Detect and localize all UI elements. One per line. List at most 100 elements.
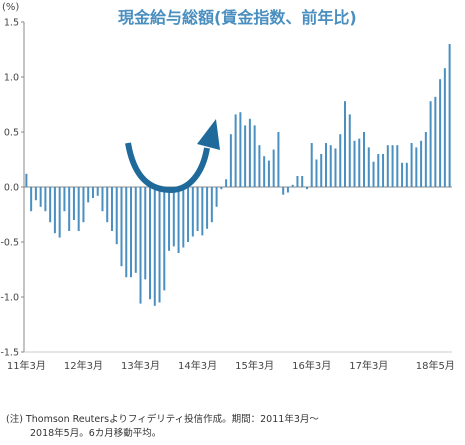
chart-title: 現金給与総額(賃金指数、前年比) (118, 8, 357, 27)
bar (234, 114, 237, 187)
arrow-head (197, 119, 220, 150)
bar (172, 187, 175, 247)
bar (301, 176, 304, 187)
bar (305, 187, 308, 190)
bar (310, 143, 313, 187)
bar (39, 187, 42, 207)
bar (58, 187, 61, 238)
bar (244, 125, 247, 187)
bar (25, 173, 28, 187)
y-tick-label: 0.0 (4, 183, 19, 194)
bar (139, 187, 142, 304)
bar (372, 161, 375, 187)
bar (225, 179, 228, 187)
bar (144, 187, 147, 280)
y-tick-label: -1.5 (0, 348, 19, 359)
bar (120, 187, 123, 267)
bar (401, 162, 404, 187)
y-tick-label: 1.5 (4, 18, 19, 29)
bar (324, 143, 327, 187)
bar (253, 125, 256, 187)
bar (220, 187, 223, 190)
bar (344, 101, 346, 187)
bar (196, 187, 199, 231)
bar (248, 118, 251, 187)
bar (443, 68, 446, 187)
bar (448, 44, 451, 187)
bar (91, 187, 94, 198)
bar (149, 187, 152, 300)
bar (106, 187, 109, 223)
bar (320, 154, 323, 187)
bar (272, 149, 275, 187)
bar (258, 145, 261, 187)
bar (296, 176, 299, 187)
bar (49, 187, 52, 223)
bar (424, 132, 427, 187)
x-tick-label: 16年3月 (292, 359, 331, 372)
bar (358, 138, 361, 187)
bar (134, 187, 137, 273)
bar (77, 187, 80, 231)
bar (34, 187, 37, 201)
bar (153, 187, 156, 306)
bar (353, 140, 356, 187)
bar (82, 187, 85, 223)
bar (30, 187, 33, 212)
bar (282, 187, 285, 195)
x-tick-label: 18年5月 (416, 359, 455, 372)
bar (177, 187, 180, 253)
y-tick-label: 0.5 (4, 128, 19, 139)
footnote: (注) Thomson Reutersよりフィデリティ投信作成。期間：2011年… (6, 413, 461, 441)
bar (44, 187, 47, 212)
bar (263, 156, 266, 187)
bar (68, 187, 71, 231)
bar (191, 187, 194, 237)
bar (339, 134, 342, 187)
bar (53, 187, 56, 234)
y-axis-unit-label: (%) (2, 2, 20, 13)
bar (229, 134, 232, 187)
bar (182, 187, 185, 248)
x-tick-label: 13年3月 (121, 359, 160, 372)
y-tick-labels: 1.5 1.0 0.5 0.0 -0.5 -1.0 -1.5 (0, 18, 24, 359)
bar (96, 187, 99, 196)
bar (63, 187, 66, 212)
bar (267, 160, 270, 187)
bar (410, 143, 413, 187)
bar (158, 187, 161, 303)
bar (315, 159, 318, 187)
bar (291, 184, 294, 187)
bar (386, 145, 389, 187)
bar (239, 112, 242, 187)
bar (391, 145, 394, 187)
bar (125, 187, 128, 278)
bar (377, 154, 380, 187)
bar (439, 79, 442, 187)
footnote-line-1: (注) Thomson Reutersよりフィデリティ投信作成。期間：2011年… (6, 414, 319, 425)
bar (415, 147, 418, 187)
y-tick-label: -0.5 (0, 238, 19, 249)
bar (210, 187, 213, 223)
bar (363, 132, 366, 187)
x-tick-label: 14年3月 (178, 359, 217, 372)
bar (72, 187, 75, 220)
bar (206, 187, 209, 229)
bar (115, 187, 118, 245)
bar (334, 148, 337, 187)
y-tick-label: 1.0 (4, 73, 19, 84)
bar (163, 187, 166, 291)
bar (130, 187, 132, 278)
bar (168, 187, 171, 251)
bar (286, 187, 289, 193)
bar (420, 140, 423, 187)
arrow-curve (125, 142, 210, 194)
y-tick-label: -1.0 (0, 293, 19, 304)
bar-chart: 1.5 1.0 0.5 0.0 -0.5 -1.0 -1.5 11年3月 12年3月 13年3月… (0, 18, 455, 373)
footnote-line-2: 2018年5月。6カ月移動平均。 (30, 428, 162, 439)
uptrend-arrow-icon (125, 119, 220, 194)
bar (367, 147, 370, 187)
bar (405, 162, 408, 187)
bar (329, 145, 332, 187)
bar (277, 132, 280, 187)
